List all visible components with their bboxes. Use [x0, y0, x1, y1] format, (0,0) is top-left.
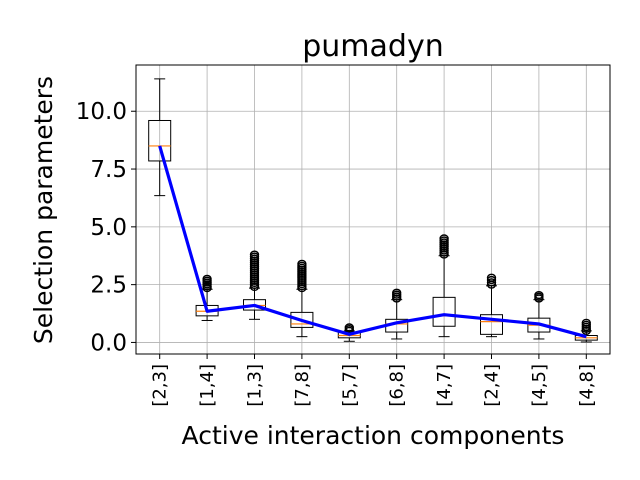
- flier-point: [486, 278, 497, 287]
- y-tick-label: 7.5: [90, 157, 127, 183]
- x-tick-label: [2,3]: [150, 364, 171, 407]
- x-tick-label: [1,3]: [245, 364, 266, 407]
- box-body: [290, 311, 314, 328]
- flier-point: [534, 290, 544, 300]
- boxes: [148, 78, 598, 343]
- box-3: [290, 259, 314, 338]
- box-8: [527, 290, 551, 340]
- x-tick-label: [7,8]: [292, 364, 313, 407]
- plot-area-frame: [135, 64, 611, 355]
- flier-point: [486, 275, 497, 285]
- box-4: [337, 323, 361, 342]
- y-axis-ticks: 0.0 2.5 5.0 7.5 10.0: [76, 99, 136, 356]
- flier-point: [249, 250, 260, 259]
- box-body: [148, 119, 172, 162]
- y-tick-label: 0.0: [90, 330, 127, 356]
- mean-line: [158, 145, 587, 339]
- flier-point: [297, 259, 307, 268]
- x-tick-label: [4,5]: [529, 364, 550, 407]
- x-tick-label: [6,8]: [387, 364, 408, 407]
- y-axis-label: Selection parameters: [29, 76, 58, 344]
- x-tick-label: [1,4]: [197, 364, 218, 407]
- flier-point: [202, 274, 212, 283]
- flier-point: [581, 318, 591, 327]
- y-tick-label: 2.5: [90, 273, 127, 299]
- x-tick-label: [4,7]: [434, 364, 455, 407]
- y-tick-label: 5.0: [90, 215, 127, 241]
- x-axis-ticks: [2,3] [1,4] [1,3] [7,8] [5,7] [6,8] [4,7] [2,4]…: [150, 354, 597, 407]
- flier-point: [439, 234, 449, 243]
- box-9: [574, 318, 598, 343]
- x-axis-label: Active interaction components: [182, 421, 565, 450]
- box-body: [432, 296, 456, 327]
- x-tick-label: [2,4]: [482, 364, 503, 407]
- x-tick-label: [5,7]: [339, 364, 360, 407]
- y-tick-label: 10.0: [76, 99, 127, 125]
- chart-title: pumadyn: [302, 29, 443, 64]
- flier-point: [344, 323, 354, 332]
- flier-point: [486, 273, 497, 282]
- mean-line-layer: [158, 145, 587, 339]
- flier-point: [392, 288, 402, 297]
- box-0: [148, 78, 172, 197]
- box-body: [480, 314, 503, 335]
- x-tick-label: [4,8]: [576, 364, 597, 407]
